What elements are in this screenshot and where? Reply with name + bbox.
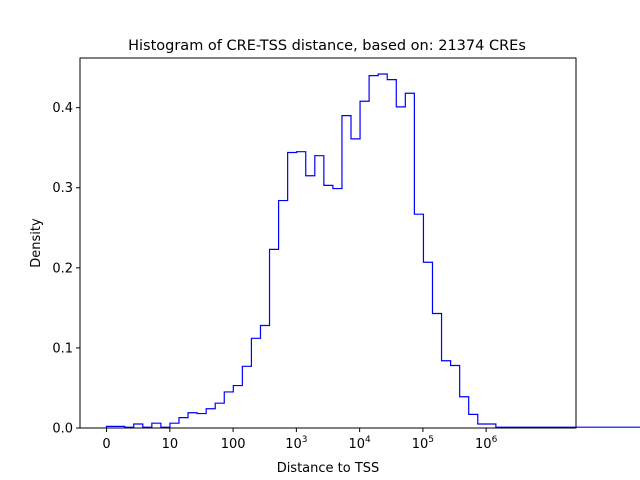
y-axis-ticks: 0.0 0.1 0.2 0.3 0.4 [52, 101, 80, 437]
y-axis-label: Density [29, 218, 44, 268]
y-tick-label: 0.2 [52, 261, 73, 276]
x-tick-label: 104 [348, 435, 371, 452]
x-tick-label: 103 [285, 435, 307, 452]
x-tick-label: 0 [102, 437, 110, 452]
x-tick-label: 10 [162, 437, 179, 452]
chart-title: Histogram of CRE-TSS distance, based on:… [128, 38, 526, 54]
x-tick-label: 105 [412, 435, 434, 452]
x-tick-label: 100 [221, 437, 246, 452]
y-tick-label: 0.1 [52, 341, 73, 356]
plot-area [105, 73, 640, 428]
plot-frame [79, 57, 577, 429]
y-tick-label: 0.0 [52, 422, 73, 437]
y-tick-label: 0.3 [52, 181, 73, 196]
histogram-step-line [105, 73, 640, 428]
x-axis-label: Distance to TSS [277, 461, 380, 476]
x-tick-label: 106 [475, 435, 498, 452]
y-tick-label: 0.4 [52, 101, 73, 116]
x-axis-ticks: 0 10 100 103 104 105 106 [102, 428, 498, 452]
